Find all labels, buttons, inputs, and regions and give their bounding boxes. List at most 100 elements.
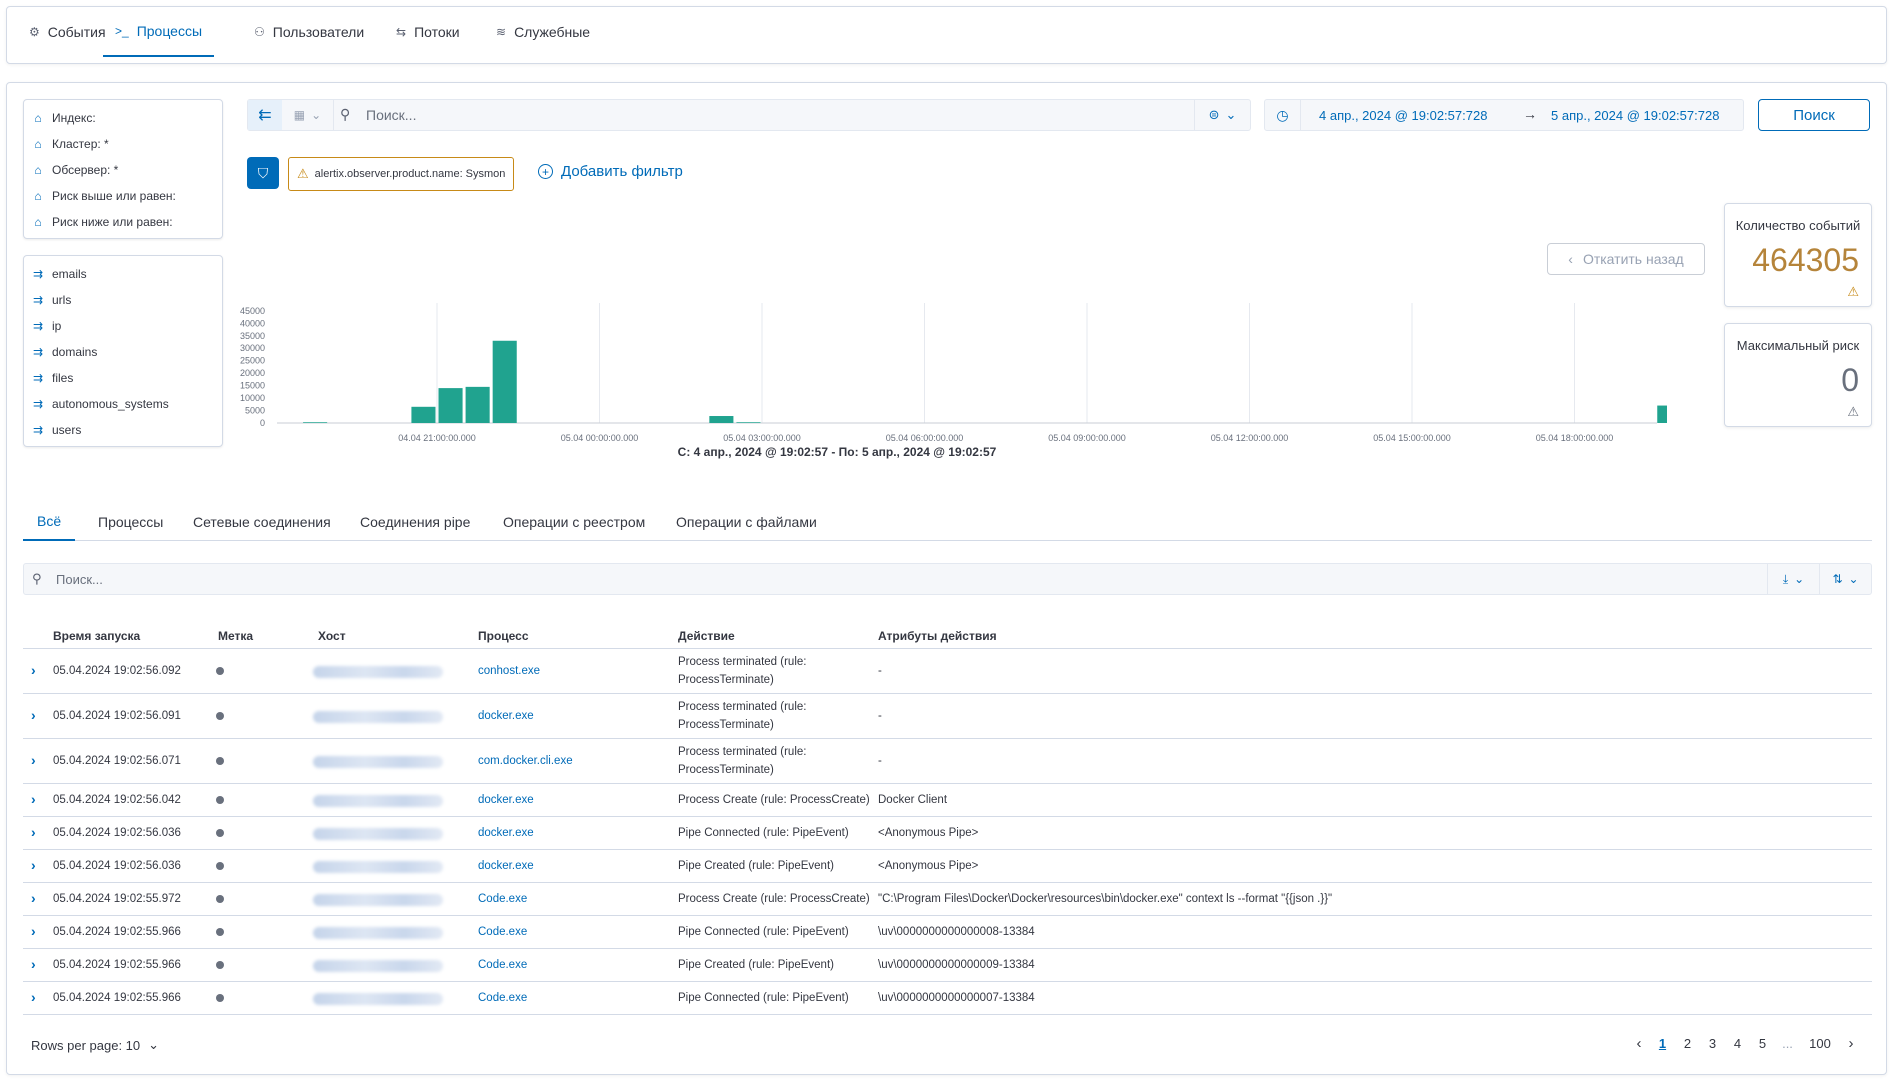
section-tab-pipe[interactable]: Соединения pipe: [360, 514, 471, 530]
tab-processes[interactable]: >_ Процессы: [103, 7, 215, 57]
row-process-link[interactable]: docker.exe: [478, 794, 534, 806]
expand-row-icon[interactable]: ›: [31, 857, 36, 873]
histogram-bar: [736, 422, 761, 423]
row-time: 05.04.2024 19:02:56.071: [53, 755, 181, 767]
expand-row-icon[interactable]: ›: [31, 890, 36, 906]
table-row[interactable]: › 05.04.2024 19:02:56.036 docker.exe Pip…: [23, 850, 1872, 883]
row-process-link[interactable]: docker.exe: [478, 827, 534, 839]
column-header-process[interactable]: Процесс: [478, 629, 529, 643]
entity-ip[interactable]: ⇉ ip: [32, 316, 61, 336]
column-header-attrs[interactable]: Атрибуты действия: [878, 629, 997, 643]
table-row[interactable]: › 05.04.2024 19:02:56.042 docker.exe Pro…: [23, 784, 1872, 817]
entity-emails[interactable]: ⇉ emails: [32, 264, 87, 284]
tab-flows[interactable]: ⇆ Потоки: [396, 7, 460, 57]
section-tab-processes[interactable]: Процессы: [98, 514, 164, 530]
label-dot: [216, 928, 224, 936]
row-process-link[interactable]: docker.exe: [478, 860, 534, 872]
y-tick-label: 15000: [240, 381, 265, 391]
pagination: ‹ 1 2 3 4 5 ... 100 ›: [1628, 1035, 1862, 1052]
column-header-action[interactable]: Действие: [678, 629, 735, 643]
row-time: 05.04.2024 19:02:55.972: [53, 893, 181, 905]
events-histogram: 45000 40000 35000 30000 25000 20000 15000 10000…: [240, 303, 1667, 443]
expand-row-icon[interactable]: ›: [31, 662, 36, 678]
rollback-button[interactable]: ‹ Откатить назад: [1547, 243, 1705, 275]
download-button[interactable]: ⤓ ⌄: [1767, 564, 1819, 594]
context-risk-max[interactable]: ⌂ Риск ниже или равен:: [32, 212, 172, 232]
row-time: 05.04.2024 19:02:55.966: [53, 959, 181, 971]
link-icon: ⇉: [32, 345, 44, 359]
page-1-button[interactable]: 1: [1658, 1036, 1667, 1051]
host-value-redacted: [313, 828, 443, 840]
page-5-button[interactable]: 5: [1758, 1036, 1767, 1051]
warning-icon: ⚠: [1847, 404, 1859, 419]
context-cluster[interactable]: ⌂ Кластер: *: [32, 134, 108, 154]
expand-row-icon[interactable]: ›: [31, 956, 36, 972]
host-value-redacted: [313, 894, 443, 906]
query-language-select[interactable]: ▦ ⌄: [282, 100, 334, 130]
page-3-button[interactable]: 3: [1708, 1036, 1717, 1051]
search-input[interactable]: [366, 104, 1186, 126]
entity-label: urls: [52, 293, 72, 307]
row-process-link[interactable]: docker.exe: [478, 710, 534, 722]
columns-button[interactable]: ⇅ ⌄: [1819, 564, 1871, 594]
expand-row-icon[interactable]: ›: [31, 791, 36, 807]
page-4-button[interactable]: 4: [1733, 1036, 1742, 1051]
tab-service[interactable]: ≋ Служебные: [496, 7, 590, 57]
query-options-button[interactable]: ⊜ ⌄: [1194, 100, 1250, 130]
date-end[interactable]: 5 апр., 2024 @ 19:02:57:728: [1551, 108, 1720, 123]
table-row[interactable]: › 05.04.2024 19:02:55.966 Code.exe Pipe …: [23, 916, 1872, 949]
max-risk-card: Максимальный риск 0 ⚠: [1724, 323, 1872, 427]
page-last-button[interactable]: 100: [1809, 1036, 1831, 1051]
table-row[interactable]: › 05.04.2024 19:02:56.071 com.docker.cli…: [23, 739, 1872, 784]
table-row[interactable]: › 05.04.2024 19:02:56.036 docker.exe Pip…: [23, 817, 1872, 850]
section-tab-registry[interactable]: Операции с реестром: [503, 514, 646, 530]
column-header-host[interactable]: Хост: [318, 629, 346, 643]
entity-files[interactable]: ⇉ files: [32, 368, 73, 388]
section-tab-files[interactable]: Операции с файлами: [676, 514, 817, 530]
section-tab-network[interactable]: Сетевые соединения: [193, 514, 331, 530]
context-risk-min[interactable]: ⌂ Риск выше или равен:: [32, 186, 176, 206]
expand-row-icon[interactable]: ›: [31, 752, 36, 768]
row-attrs: "C:\Program Files\Docker\Docker\resource…: [878, 893, 1333, 905]
next-page-button[interactable]: ›: [1848, 1035, 1854, 1052]
table-row[interactable]: › 05.04.2024 19:02:55.972 Code.exe Proce…: [23, 883, 1872, 916]
table-row[interactable]: › 05.04.2024 19:02:56.091 docker.exe Pro…: [23, 694, 1872, 739]
row-process-link[interactable]: com.docker.cli.exe: [478, 755, 573, 767]
context-observer[interactable]: ⌂ Обсервер: *: [32, 160, 118, 180]
y-tick-label: 0: [260, 418, 265, 428]
tab-events[interactable]: ⚙ События: [29, 7, 106, 57]
page-2-button[interactable]: 2: [1683, 1036, 1692, 1051]
context-index[interactable]: ⌂ Индекс:: [32, 108, 95, 128]
column-header-time[interactable]: Время запуска: [53, 629, 141, 643]
date-start[interactable]: 4 апр., 2024 @ 19:02:57:728: [1319, 108, 1488, 123]
table-row[interactable]: › 05.04.2024 19:02:55.966 Code.exe Pipe …: [23, 982, 1872, 1015]
row-process-link[interactable]: Code.exe: [478, 893, 528, 905]
clock-icon[interactable]: ◷: [1265, 100, 1301, 130]
expand-row-icon[interactable]: ›: [31, 989, 36, 1005]
y-tick-label: 5000: [245, 406, 265, 416]
section-tab-all[interactable]: Всё: [23, 503, 76, 541]
table-row[interactable]: › 05.04.2024 19:02:56.092 conhost.exe Pr…: [23, 649, 1872, 694]
prev-page-button[interactable]: ‹: [1636, 1035, 1642, 1052]
search-button[interactable]: Поиск: [1758, 99, 1870, 131]
entity-domains[interactable]: ⇉ domains: [32, 342, 97, 362]
row-process-link[interactable]: conhost.exe: [478, 665, 541, 677]
expand-row-icon[interactable]: ›: [31, 923, 36, 939]
rows-per-page-select[interactable]: Rows per page: 10 ⌄: [31, 1037, 159, 1053]
row-process-link[interactable]: Code.exe: [478, 926, 528, 938]
tab-users[interactable]: ⚇ Пользователи: [254, 7, 364, 57]
expand-row-icon[interactable]: ›: [31, 707, 36, 723]
entity-users[interactable]: ⇉ users: [32, 420, 81, 440]
filter-pill[interactable]: ⚠ alertix.observer.product.name: Sysmon: [288, 157, 515, 191]
add-filter-button[interactable]: + Добавить фильтр: [538, 163, 683, 180]
row-process-link[interactable]: Code.exe: [478, 992, 528, 1004]
column-header-label[interactable]: Метка: [218, 629, 254, 643]
table-row[interactable]: › 05.04.2024 19:02:55.966 Code.exe Pipe …: [23, 949, 1872, 982]
row-process-link[interactable]: Code.exe: [478, 959, 528, 971]
table-search-input[interactable]: [56, 569, 1756, 589]
filter-menu-button[interactable]: ⛉: [247, 157, 279, 189]
entity-urls[interactable]: ⇉ urls: [32, 290, 71, 310]
expand-row-icon[interactable]: ›: [31, 824, 36, 840]
query-menu-button[interactable]: ⇇: [248, 100, 282, 130]
entity-autonomous-systems[interactable]: ⇉ autonomous_systems: [32, 394, 169, 414]
